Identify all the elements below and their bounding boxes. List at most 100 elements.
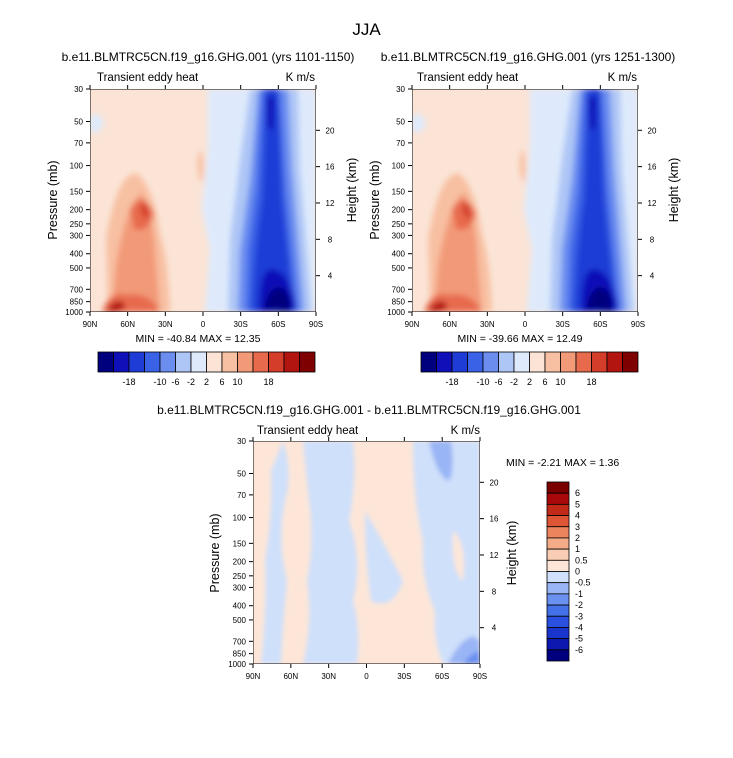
x-tick-label: 0: [201, 320, 206, 329]
y-tick-label: 300: [392, 231, 406, 240]
y-tick-label: 1000: [228, 660, 246, 669]
panel-1: b.e11.BLMTRC5CN.f19_g16.GHG.001 (yrs 110…: [46, 50, 359, 387]
height-tick-label: 20: [648, 126, 657, 135]
panel-1-ylabel-right: Height (km): [345, 158, 359, 223]
colorbar-label: -4: [575, 622, 583, 632]
colorbar-label: -0.5: [575, 578, 591, 588]
panel-3-ylabel: Pressure (mb): [208, 513, 222, 592]
x-tick-label: 60N: [120, 320, 135, 329]
y-tick-label: 300: [70, 231, 84, 240]
x-tick-label: 60S: [271, 320, 285, 329]
colorbar-label: 1: [575, 544, 580, 554]
colorbar-label: -18: [122, 377, 135, 387]
colorbar-swatch: [546, 515, 570, 528]
colorbar-swatch: [190, 351, 207, 373]
y-tick-label: 400: [70, 250, 84, 259]
colorbar-swatch: [544, 351, 561, 373]
x-tick-label: 90N: [405, 320, 420, 329]
height-tick-label: 8: [328, 235, 333, 244]
height-tick-label: 12: [326, 199, 335, 208]
y-tick-label: 1000: [65, 308, 83, 317]
y-tick-label: 250: [233, 572, 247, 581]
colorbar-label: 0.5: [575, 555, 588, 565]
colorbar-label: -3: [575, 611, 583, 621]
y-tick-label: 70: [396, 139, 405, 148]
panel-3-ylabel-right: Height (km): [505, 521, 519, 586]
panel-3-minmax: MIN = -2.21 MAX = 1.36: [506, 457, 619, 469]
colorbar-swatch: [606, 351, 623, 373]
panel-2-title: b.e11.BLMTRC5CN.f19_g16.GHG.001 (yrs 125…: [381, 50, 676, 64]
colorbar-swatch: [575, 351, 592, 373]
x-tick-label: 90S: [631, 320, 645, 329]
x-tick-label: 60S: [593, 320, 607, 329]
panel-1-axes: 90N 60N 30N 0 30S 60S 90S 30 50 70 100 150 200 250 300…: [65, 85, 335, 329]
colorbar-label: 10: [555, 377, 565, 387]
colorbar-swatch: [237, 351, 254, 373]
colorbar-swatch: [420, 351, 437, 373]
colorbar-label: -10: [153, 377, 166, 387]
colorbar-swatch: [546, 503, 570, 516]
colorbar-swatch: [482, 351, 499, 373]
colorbar-swatch: [467, 351, 484, 373]
panel-2-right-label: K m/s: [608, 72, 638, 84]
colorbar-label: -10: [476, 377, 489, 387]
colorbar-swatch: [513, 351, 530, 373]
panel-3-axes: 90N 60N 30N 0 30S 60S 90S 30 50 70 100 150 200 250 300…: [228, 437, 499, 681]
y-tick-label: 30: [74, 85, 83, 94]
y-tick-label: 700: [392, 285, 406, 294]
height-tick-label: 12: [490, 551, 499, 560]
colorbar-swatch: [546, 638, 570, 651]
colorbar-swatch: [451, 351, 468, 373]
colorbar-swatch: [546, 537, 570, 550]
colorbar-label: -6: [575, 645, 583, 655]
x-tick-label: 30N: [480, 320, 495, 329]
panel-2-left-label: Transient eddy heat: [417, 72, 519, 84]
colorbar-swatch: [221, 351, 238, 373]
colorbar-swatch: [206, 351, 223, 373]
height-tick-label: 16: [326, 163, 335, 172]
y-tick-label: 50: [396, 117, 405, 126]
colorbar-swatch: [546, 559, 570, 572]
colorbar-label: 0: [575, 567, 580, 577]
panel-2-ylabel: Pressure (mb): [368, 160, 382, 239]
y-tick-label: 50: [74, 117, 83, 126]
panel-3-plot: [253, 441, 480, 664]
y-tick-label: 50: [237, 469, 246, 478]
colorbar-swatch: [560, 351, 577, 373]
x-tick-label: 90S: [473, 672, 487, 681]
y-tick-label: 300: [233, 583, 247, 592]
panel-3-left-label: Transient eddy heat: [257, 425, 359, 437]
colorbar-label: -6: [171, 377, 179, 387]
colorbar-label: 2: [204, 377, 209, 387]
panel-2-colorbar: -18 -10 -6 -2 2 6 10 18: [420, 351, 639, 387]
colorbar-swatch: [591, 351, 608, 373]
panel-1-minmax: MIN = -40.84 MAX = 12.35: [136, 333, 261, 345]
colorbar-label: 6: [575, 488, 580, 498]
colorbar-swatch: [546, 593, 570, 606]
colorbar-swatch: [546, 627, 570, 640]
colorbar-swatch: [498, 351, 515, 373]
x-tick-label: 60S: [435, 672, 449, 681]
x-tick-label: 30S: [397, 672, 411, 681]
y-tick-label: 70: [237, 491, 246, 500]
colorbar-swatch: [546, 492, 570, 505]
panel-1-title: b.e11.BLMTRC5CN.f19_g16.GHG.001 (yrs 110…: [62, 50, 355, 64]
panel-2: b.e11.BLMTRC5CN.f19_g16.GHG.001 (yrs 125…: [368, 50, 681, 387]
colorbar-swatch: [283, 351, 300, 373]
panel-1-left-label: Transient eddy heat: [97, 72, 199, 84]
colorbar-swatch: [546, 481, 570, 494]
y-tick-label: 500: [233, 616, 247, 625]
panel-3-right-label: K m/s: [451, 425, 481, 437]
x-tick-label: 60N: [442, 320, 457, 329]
colorbar-label: 2: [527, 377, 532, 387]
height-tick-label: 16: [490, 515, 499, 524]
panel-3: b.e11.BLMTRC5CN.f19_g16.GHG.001 - b.e11.…: [157, 403, 619, 681]
colorbar-swatch: [546, 526, 570, 539]
y-tick-label: 100: [392, 162, 406, 171]
height-tick-label: 4: [328, 272, 333, 281]
panel-2-ylabel-right: Height (km): [667, 158, 681, 223]
colorbar-label: 18: [586, 377, 596, 387]
colorbar-label: -6: [494, 377, 502, 387]
y-tick-label: 150: [233, 539, 247, 548]
colorbar-swatch: [144, 351, 161, 373]
